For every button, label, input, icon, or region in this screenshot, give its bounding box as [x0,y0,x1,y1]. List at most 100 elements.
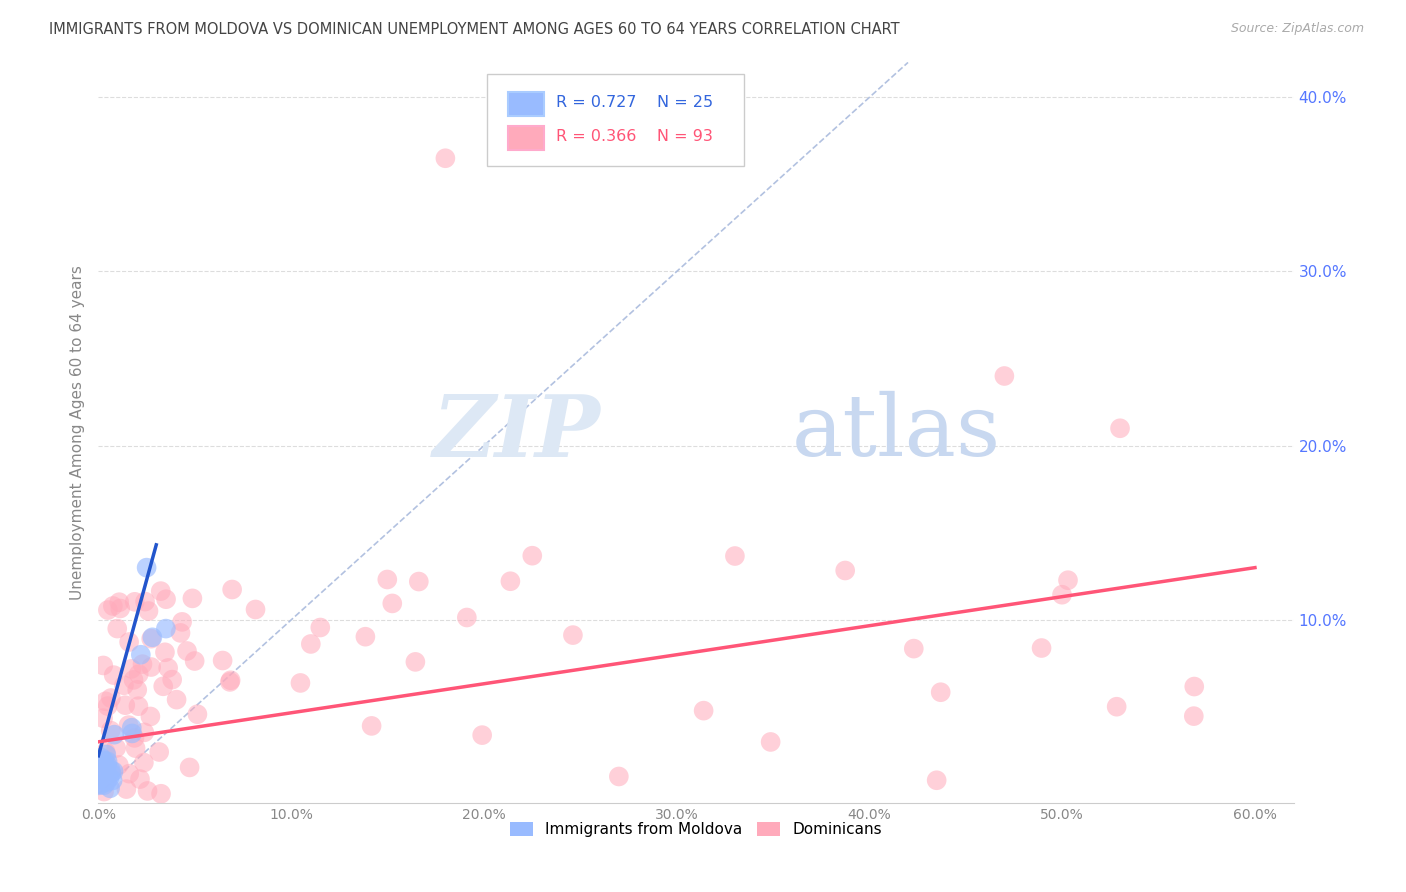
Point [115,782,138,797]
Text: atlas: atlas [792,391,1001,475]
Point [127,682,149,697]
Point [105,741,128,756]
Point [94,745,117,759]
Point [121,721,143,735]
Point [124,731,146,745]
Point [561,628,583,642]
Point [136,784,159,798]
Point [150,787,173,801]
FancyBboxPatch shape [509,126,544,150]
Point [211,653,233,667]
Point [375,573,398,587]
Point [131,657,153,672]
Point [834,564,856,578]
Point [309,620,332,634]
Point [91,762,114,776]
Point [110,601,132,615]
Point [135,560,157,574]
Point [148,745,170,759]
Point [91,658,114,673]
Point [404,655,426,669]
Point [108,595,131,609]
Point [152,679,174,693]
Point [1182,709,1205,723]
Point [219,674,242,689]
Point [93,778,115,792]
Point [100,691,122,706]
Point [607,769,630,783]
Point [1105,699,1128,714]
Point [1057,573,1080,587]
Point [245,602,267,616]
Point [90,766,112,780]
Point [94,771,117,785]
Point [134,594,156,608]
Point [90,750,112,764]
Point [1182,680,1205,694]
Point [141,630,163,644]
Point [381,596,404,610]
Point [155,622,177,636]
Point [408,574,430,589]
Point [759,735,782,749]
Point [127,699,149,714]
Point [96,765,118,780]
Point [434,151,457,165]
Point [107,758,129,772]
Point [354,630,377,644]
Point [91,711,114,725]
Text: R = 0.727    N = 25: R = 0.727 N = 25 [557,95,713,110]
Point [97,699,120,714]
Point [155,592,177,607]
Point [121,662,143,676]
Point [499,574,522,589]
Point [176,644,198,658]
Point [93,784,115,798]
Point [118,766,141,780]
Point [94,694,117,708]
Point [692,704,714,718]
Point [128,667,150,681]
Point [100,723,122,738]
Point [360,719,382,733]
Point [139,660,162,674]
Point [101,599,124,613]
Point [149,584,172,599]
Point [219,673,242,688]
Point [132,756,155,770]
Point [139,709,162,723]
FancyBboxPatch shape [486,73,744,166]
Point [471,728,494,742]
Point [114,698,136,713]
Point [117,718,139,732]
Point [124,741,146,756]
Point [96,758,118,772]
Point [179,760,201,774]
Point [97,755,120,769]
Point [103,764,125,779]
FancyBboxPatch shape [509,92,544,116]
Point [172,615,194,629]
Point [100,766,122,780]
Text: Source: ZipAtlas.com: Source: ZipAtlas.com [1230,22,1364,36]
Point [97,603,120,617]
Point [993,369,1015,384]
Point [96,747,118,762]
Point [1109,421,1132,435]
Point [105,622,128,636]
Point [93,754,115,768]
Point [96,775,118,789]
Point [929,685,952,699]
Point [98,771,121,785]
Text: ZIP: ZIP [433,391,600,475]
Point [129,772,152,786]
Point [141,632,163,646]
Point [221,582,243,597]
Point [456,610,478,624]
Point [290,676,312,690]
Point [122,673,145,687]
Point [181,591,204,606]
Point [903,641,925,656]
Legend: Immigrants from Moldova, Dominicans: Immigrants from Moldova, Dominicans [503,816,889,843]
Point [94,764,117,779]
